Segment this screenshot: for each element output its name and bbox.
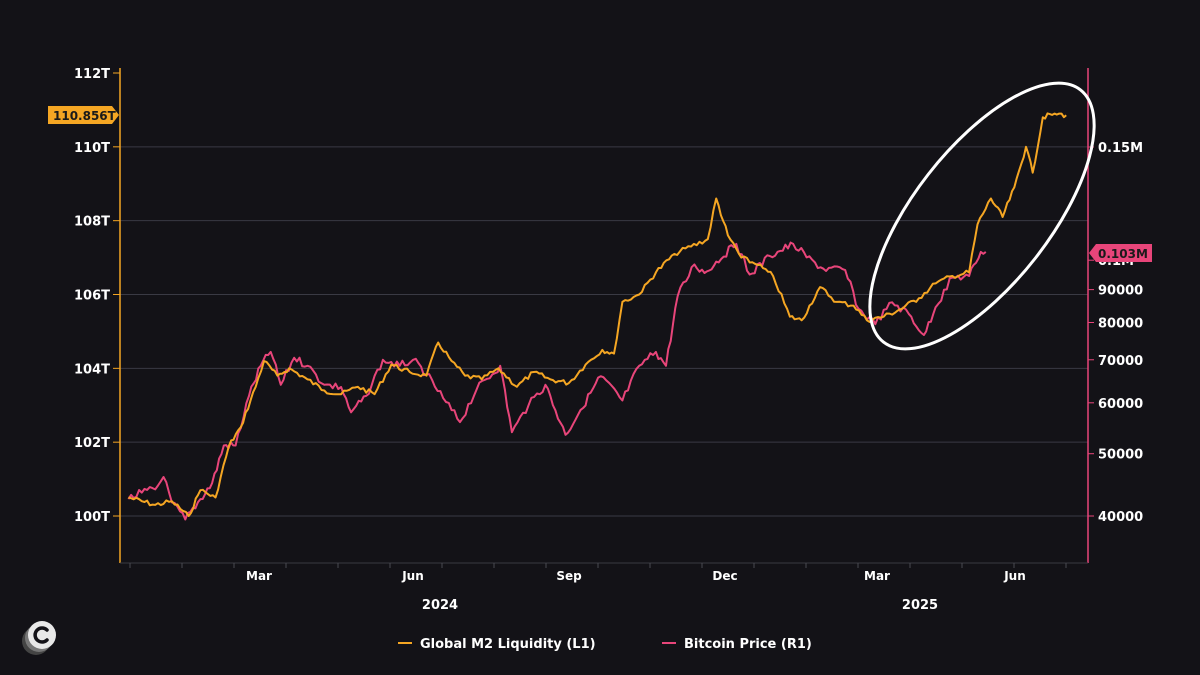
x-month-label: Jun (401, 569, 424, 583)
left-tick-label: 104T (74, 362, 110, 377)
left-tick-label: 112T (74, 67, 110, 82)
right-tick-label: 50000 (1098, 448, 1143, 463)
right-tick-label: 70000 (1098, 354, 1143, 369)
left-current-badge: 110.856T (48, 106, 119, 124)
left-tick-label: 100T (74, 510, 110, 525)
x-minor-ticks (129, 563, 1067, 568)
highlight-ellipse (868, 81, 1096, 351)
left-tick-label: 106T (74, 289, 110, 304)
series-line-m2 (128, 112, 1067, 517)
series-line-btc (127, 241, 987, 521)
x-month-label: Jun (1003, 569, 1026, 583)
right-tick-label: 80000 (1098, 316, 1143, 331)
logo-circle (28, 621, 56, 649)
x-month-label: Dec (712, 569, 737, 583)
x-month-label: Sep (556, 569, 582, 583)
x-year-label: 2025 (902, 598, 938, 613)
right-current-badge: 0.103M (1089, 244, 1152, 262)
x-month-label: Mar (864, 569, 890, 583)
left-axis-ticks: 100T 102T 104T 106T 108T 110T 112T (74, 67, 120, 525)
right-tick-label: 90000 (1098, 284, 1143, 299)
right-tick-label: 0.15M (1098, 141, 1143, 156)
left-tick-label: 110T (74, 141, 110, 156)
x-year-label: 2024 (422, 598, 458, 613)
left-tick-label: 108T (74, 215, 110, 230)
left-tick-label: 102T (74, 436, 110, 451)
brand-logo (22, 621, 56, 655)
right-tick-label: 60000 (1098, 397, 1143, 412)
logo-c-icon (33, 626, 49, 644)
right-current-value: 0.103M (1098, 247, 1148, 261)
left-current-value: 110.856T (53, 109, 117, 123)
x-axis-month-ticks: Mar Jun Sep Dec Mar Jun (246, 569, 1026, 583)
legend: Global M2 Liquidity (L1) Bitcoin Price (… (398, 637, 812, 652)
x-month-label: Mar (246, 569, 272, 583)
grid-lines (120, 146, 1088, 517)
legend-label-m2: Global M2 Liquidity (L1) (420, 637, 596, 652)
x-axis-year-ticks: 2024 2025 (422, 598, 938, 613)
series-lines (127, 112, 1067, 521)
right-tick-label: 40000 (1098, 510, 1143, 525)
legend-label-btc: Bitcoin Price (R1) (684, 637, 812, 652)
